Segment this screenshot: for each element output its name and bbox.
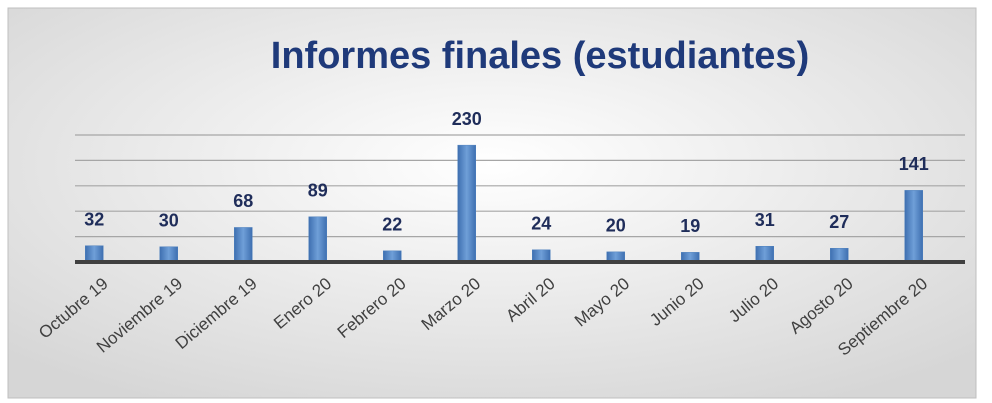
data-label: 141 xyxy=(899,154,929,174)
bar xyxy=(85,245,104,263)
chart-title: Informes finales (estudiantes) xyxy=(271,35,809,77)
chart-background xyxy=(7,7,977,399)
data-label: 27 xyxy=(829,212,849,232)
data-label: 230 xyxy=(452,109,482,129)
bar xyxy=(457,144,476,263)
data-label: 20 xyxy=(606,216,626,236)
bar xyxy=(308,216,327,263)
data-label: 24 xyxy=(531,214,551,234)
bar xyxy=(830,248,849,263)
data-label: 89 xyxy=(308,181,328,201)
data-label: 30 xyxy=(159,211,179,231)
data-label: 31 xyxy=(755,210,775,230)
data-label: 32 xyxy=(84,209,104,229)
data-label: 22 xyxy=(382,215,402,235)
bar xyxy=(159,246,178,263)
data-label: 19 xyxy=(680,216,700,236)
bar xyxy=(904,190,923,263)
bar xyxy=(755,246,774,263)
bar xyxy=(234,227,253,263)
data-label: 68 xyxy=(233,191,253,211)
